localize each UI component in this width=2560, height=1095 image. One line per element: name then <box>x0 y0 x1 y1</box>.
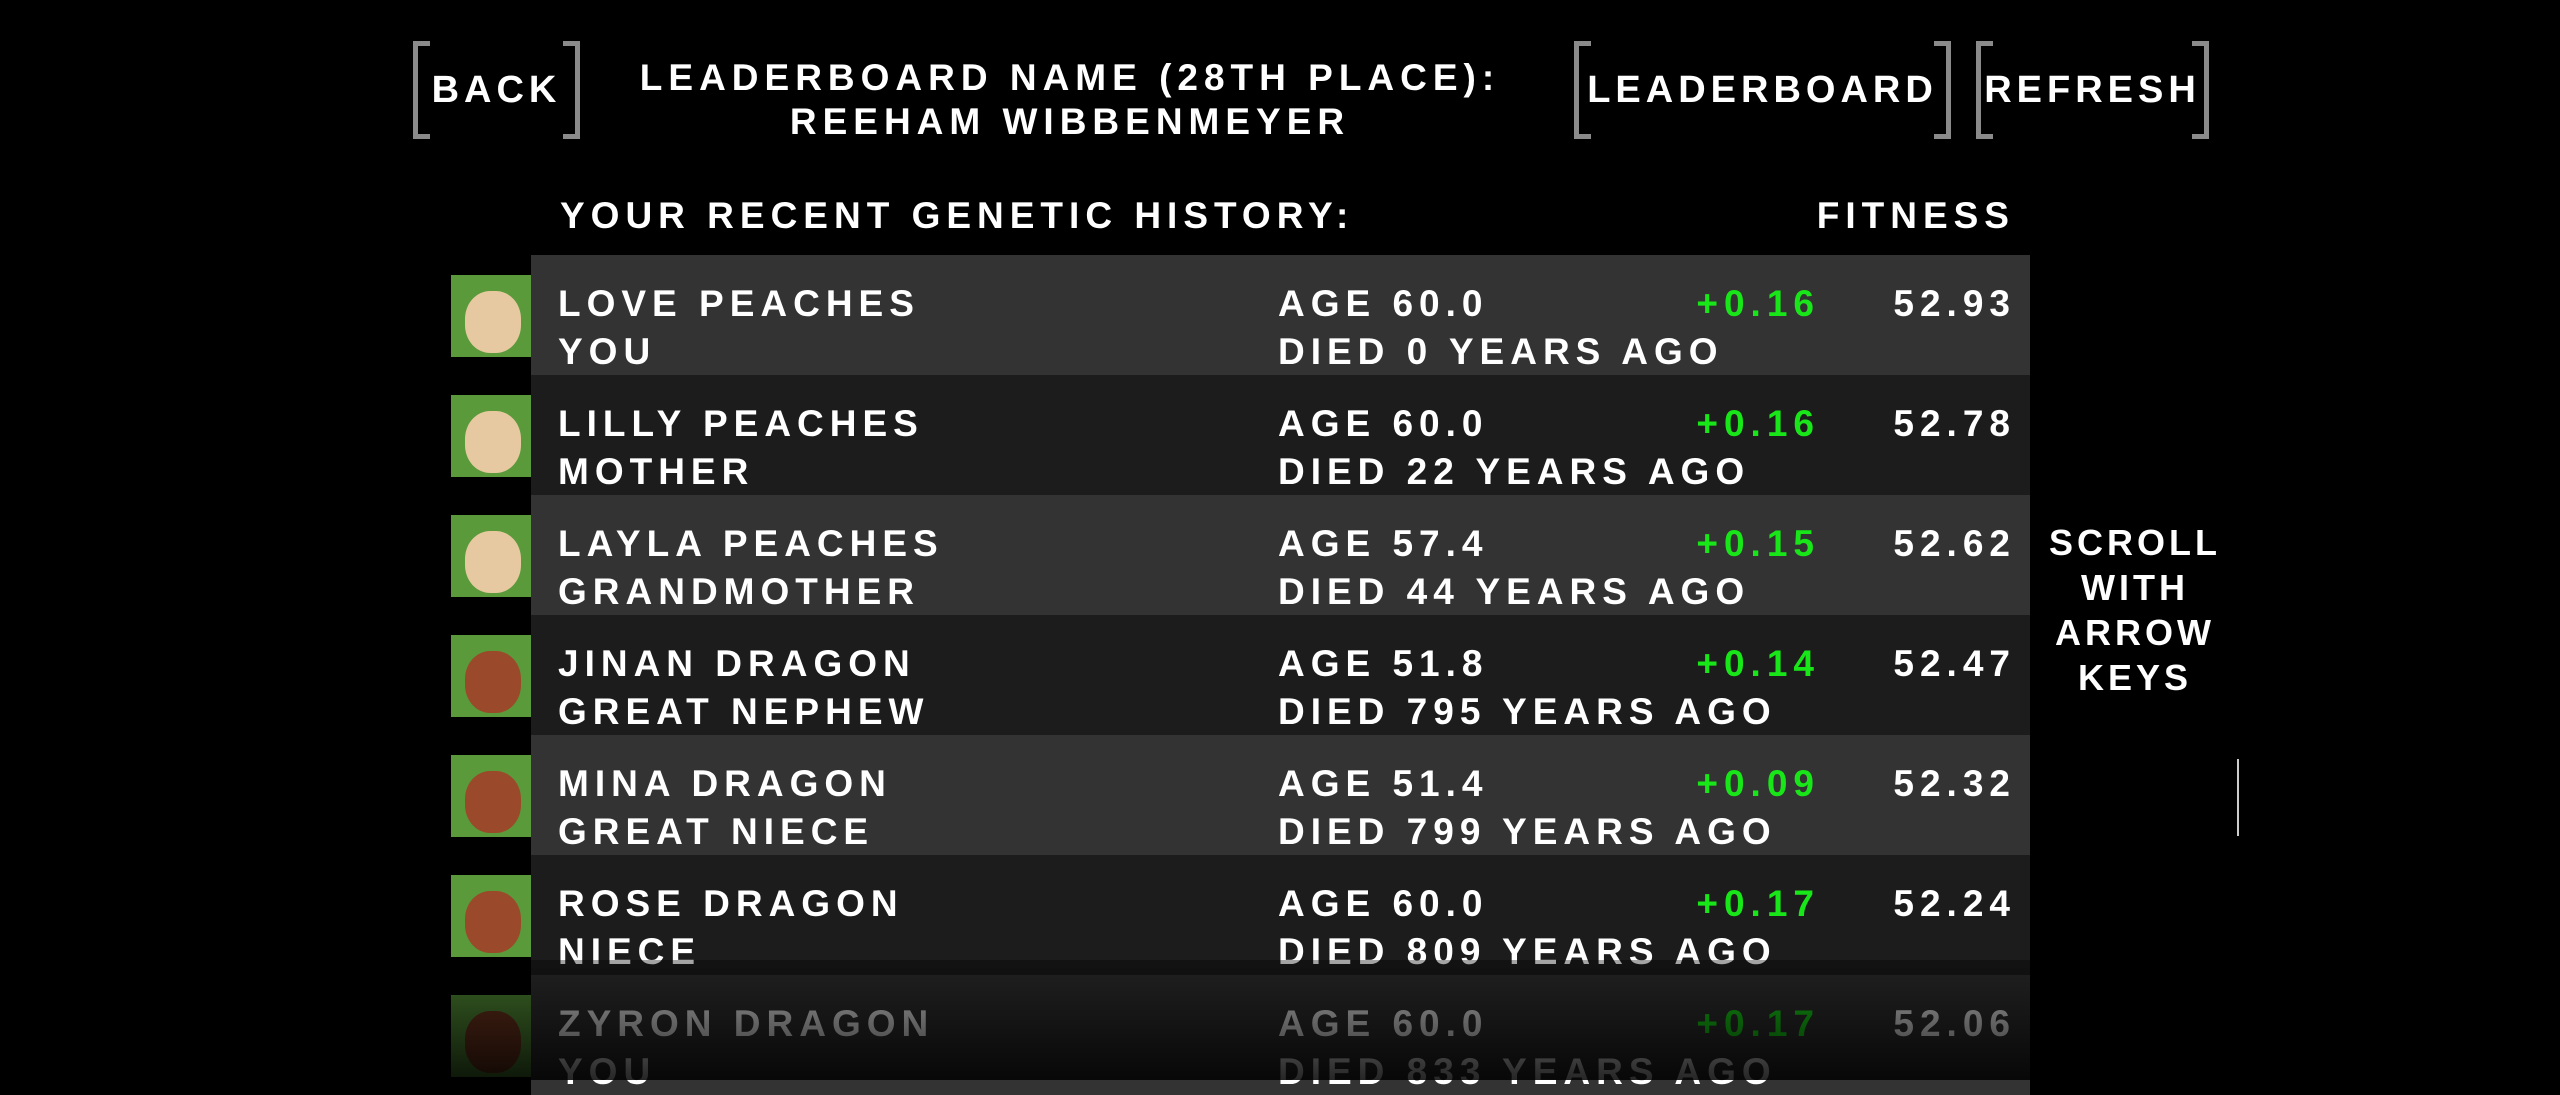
bracket-left <box>1574 41 1591 139</box>
age: AGE 51.4 <box>1278 763 1489 804</box>
fitness-value: 52.32 <box>1893 763 2016 804</box>
history-row[interactable]: ZYRON DRAGON YOU AGE 60.0 DIED 833 YEARS… <box>531 975 2030 1095</box>
relation: YOU <box>558 331 657 372</box>
title-line1: LEADERBOARD NAME (28TH PLACE): <box>639 57 1501 98</box>
avatar <box>451 395 532 477</box>
avatar <box>451 875 532 957</box>
fitness-heading: FITNESS <box>1816 195 2015 236</box>
face-icon <box>465 651 521 713</box>
died: DIED 799 YEARS AGO <box>1278 811 1777 852</box>
face-icon <box>465 771 521 833</box>
died: DIED 0 YEARS AGO <box>1278 331 1724 372</box>
bracket-right <box>2192 41 2209 139</box>
avatar <box>451 275 532 357</box>
scroll-hint-line: SCROLL <box>2049 522 2221 563</box>
refresh-button[interactable]: REFRESH <box>1976 41 2209 139</box>
page-title: LEADERBOARD NAME (28TH PLACE): REEHAM WI… <box>640 56 1500 144</box>
back-label: BACK <box>431 68 562 111</box>
person-name: LILLY PEACHES <box>558 403 924 444</box>
age: AGE 51.8 <box>1278 643 1489 684</box>
bracket-left <box>413 41 430 139</box>
history-heading: YOUR RECENT GENETIC HISTORY: <box>560 195 1355 236</box>
avatar <box>451 995 532 1077</box>
age: AGE 57.4 <box>1278 523 1489 564</box>
history-row[interactable]: JINAN DRAGON GREAT NEPHEW AGE 51.8 DIED … <box>531 615 2030 735</box>
person-name: ZYRON DRAGON <box>558 1003 935 1044</box>
relation: GRANDMOTHER <box>558 571 920 612</box>
died: DIED 22 YEARS AGO <box>1278 451 1751 492</box>
bracket-right <box>1934 41 1951 139</box>
face-icon <box>465 891 521 953</box>
face-icon <box>465 531 521 593</box>
history-row[interactable]: LAYLA PEACHES GRANDMOTHER AGE 57.4 DIED … <box>531 495 2030 615</box>
died: DIED 44 YEARS AGO <box>1278 571 1751 612</box>
fitness-value: 52.24 <box>1893 883 2016 924</box>
avatar <box>451 755 532 837</box>
bracket-right <box>563 41 580 139</box>
bracket-left <box>1976 41 1993 139</box>
scroll-hint: SCROLL WITH ARROW KEYS <box>2049 520 2221 700</box>
age: AGE 60.0 <box>1278 1003 1489 1044</box>
history-row[interactable]: MINA DRAGON GREAT NIECE AGE 51.4 DIED 79… <box>531 735 2030 855</box>
age: AGE 60.0 <box>1278 403 1489 444</box>
scrollbar[interactable] <box>2237 759 2239 836</box>
history-row[interactable]: LOVE PEACHES YOU AGE 60.0 DIED 0 YEARS A… <box>531 255 2030 375</box>
scroll-hint-line: ARROW <box>2055 612 2215 653</box>
scroll-hint-line: KEYS <box>2077 657 2193 698</box>
person-name: LAYLA PEACHES <box>558 523 944 564</box>
died: DIED 795 YEARS AGO <box>1278 691 1777 732</box>
relation: YOU <box>558 1051 657 1092</box>
fitness-value: 52.62 <box>1893 523 2016 564</box>
fitness-value: 52.06 <box>1893 1003 2016 1044</box>
relation: NIECE <box>558 931 702 972</box>
leaderboard-label: LEADERBOARD <box>1587 68 1938 111</box>
fitness-value: 52.93 <box>1893 283 2016 324</box>
person-name: ROSE DRAGON <box>558 883 904 924</box>
died: DIED 809 YEARS AGO <box>1278 931 1777 972</box>
avatar <box>451 635 532 717</box>
person-name: JINAN DRAGON <box>558 643 916 684</box>
fitness-value: 52.78 <box>1893 403 2016 444</box>
scroll-hint-line: WITH <box>2081 567 2189 608</box>
avatar <box>451 515 532 597</box>
died: DIED 833 YEARS AGO <box>1278 1051 1777 1092</box>
face-icon <box>465 291 521 353</box>
fitness-value: 52.47 <box>1893 643 2016 684</box>
person-name: LOVE PEACHES <box>558 283 920 324</box>
refresh-label: REFRESH <box>1984 68 2201 111</box>
history-row[interactable]: LILLY PEACHES MOTHER AGE 60.0 DIED 22 YE… <box>531 375 2030 495</box>
fitness-delta: +0.17 <box>1696 883 1820 924</box>
title-line2: REEHAM WIBBENMEYER <box>789 101 1351 142</box>
leaderboard-button[interactable]: LEADERBOARD <box>1574 41 1951 139</box>
fitness-delta: +0.16 <box>1696 283 1820 324</box>
fitness-delta: +0.17 <box>1696 1003 1820 1044</box>
back-button[interactable]: BACK <box>413 41 580 139</box>
relation: MOTHER <box>558 451 755 492</box>
fitness-delta: +0.14 <box>1696 643 1820 684</box>
history-row[interactable]: ROSE DRAGON NIECE AGE 60.0 DIED 809 YEAR… <box>531 855 2030 975</box>
age: AGE 60.0 <box>1278 283 1489 324</box>
relation: GREAT NEPHEW <box>558 691 930 732</box>
person-name: MINA DRAGON <box>558 763 892 804</box>
fitness-delta: +0.16 <box>1696 403 1820 444</box>
fitness-delta: +0.09 <box>1696 763 1820 804</box>
face-icon <box>465 1011 521 1073</box>
fitness-delta: +0.15 <box>1696 523 1820 564</box>
relation: GREAT NIECE <box>558 811 875 852</box>
face-icon <box>465 411 521 473</box>
age: AGE 60.0 <box>1278 883 1489 924</box>
